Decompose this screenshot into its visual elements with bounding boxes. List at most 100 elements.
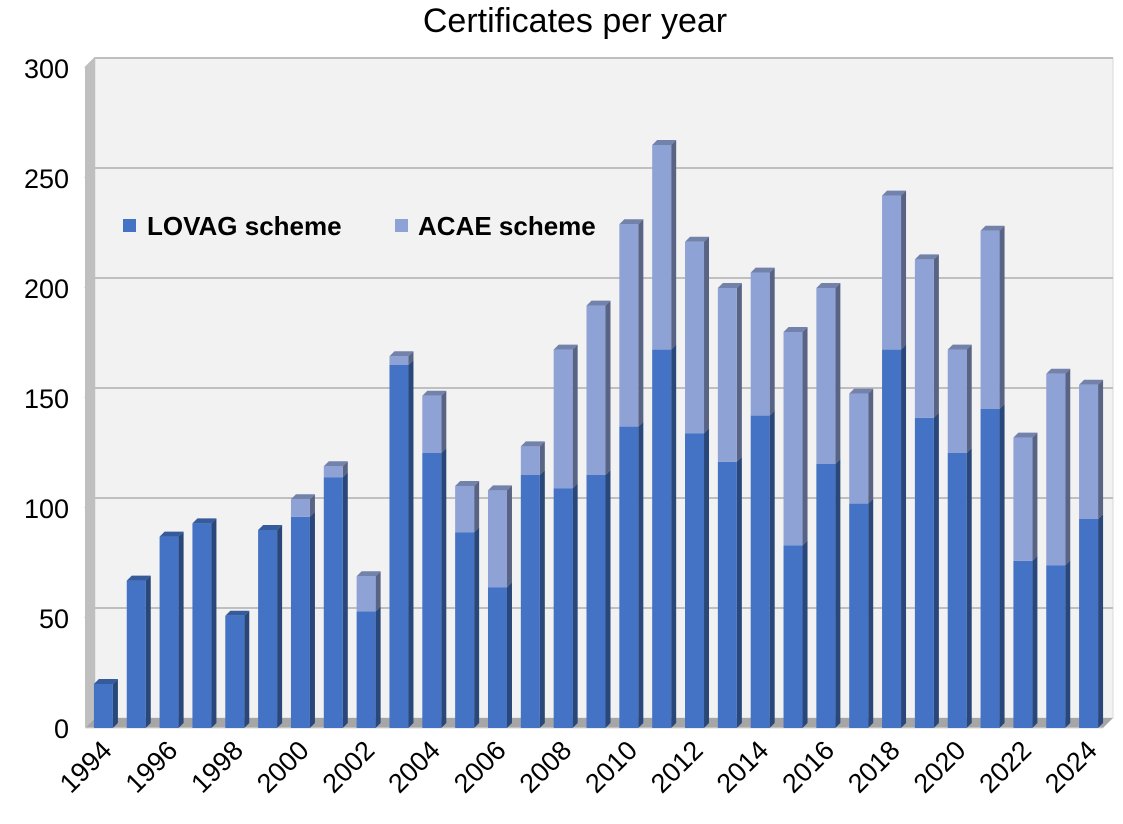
bar-top-2002 xyxy=(356,571,381,577)
bar-lovag-2007 xyxy=(520,475,540,728)
bar-lovag-1996 xyxy=(159,536,179,728)
bar-acae-2011 xyxy=(652,145,672,350)
bar-lovag-2004 xyxy=(422,453,442,728)
bar-acae-2024 xyxy=(1079,384,1099,519)
bar-side-acae-2013 xyxy=(736,283,742,462)
bar-side-lovag-2019 xyxy=(933,412,939,728)
bar-acae-2020 xyxy=(947,349,967,453)
bar-top-2012 xyxy=(685,236,710,242)
bar-acae-2010 xyxy=(619,224,639,427)
bar-side-acae-2022 xyxy=(1032,432,1038,561)
bar-side-acae-2002 xyxy=(375,571,381,612)
bar-lovag-1999 xyxy=(258,530,278,728)
y-tick-label: 200 xyxy=(24,274,69,304)
x-tick-label: 2008 xyxy=(514,735,578,799)
bar-acae-2017 xyxy=(849,393,869,504)
bar-acae-2005 xyxy=(455,486,475,533)
bar-lovag-2018 xyxy=(882,349,902,728)
bar-top-2020 xyxy=(947,344,972,350)
bar-lovag-2008 xyxy=(553,488,573,728)
bar-lovag-1994 xyxy=(93,684,113,728)
bar-side-acae-2012 xyxy=(704,236,710,434)
bar-side-acae-2014 xyxy=(769,267,775,416)
legend-swatch-acae xyxy=(395,219,408,232)
gridline xyxy=(84,167,1113,179)
bar-side-lovag-1994 xyxy=(112,679,118,728)
bar-side-acae-2020 xyxy=(966,344,972,453)
bar-top-2024 xyxy=(1079,379,1104,385)
bar-side-lovag-2023 xyxy=(1065,560,1071,728)
bar-side-lovag-2004 xyxy=(441,448,447,728)
bar-top-1996 xyxy=(159,531,184,537)
bar-acae-2003 xyxy=(389,356,409,365)
y-axis-ticks: 0 50 100 150 200 250 300 xyxy=(24,54,69,744)
bar-lovag-1998 xyxy=(225,615,245,728)
y-tick-label: 0 xyxy=(54,714,69,744)
bar-acae-2012 xyxy=(685,241,705,434)
bar-side-lovag-2020 xyxy=(966,448,972,728)
bar-lovag-2001 xyxy=(323,477,343,728)
bar-side-lovag-2024 xyxy=(1098,514,1104,728)
bars xyxy=(93,140,1104,728)
bar-side-lovag-2008 xyxy=(572,483,578,728)
bar-side-lovag-2013 xyxy=(736,456,742,728)
bar-lovag-2021 xyxy=(980,409,1000,728)
x-tick-label: 2024 xyxy=(1039,735,1103,799)
bar-lovag-1995 xyxy=(126,580,146,728)
bar-side-acae-2001 xyxy=(342,461,348,478)
bar-top-2018 xyxy=(882,190,907,196)
bar-top-2015 xyxy=(783,327,808,332)
bar-acae-2019 xyxy=(914,259,934,418)
bar-top-2013 xyxy=(717,283,742,288)
gridline xyxy=(84,57,1113,69)
bar-acae-2008 xyxy=(553,349,573,489)
bar-lovag-2005 xyxy=(455,532,475,728)
bar-top-2003 xyxy=(389,351,414,357)
bar-side-acae-2017 xyxy=(868,388,874,504)
x-tick-label: 2000 xyxy=(251,735,315,799)
bar-top-2021 xyxy=(980,225,1005,231)
bar-side-lovag-2003 xyxy=(408,360,414,728)
bar-lovag-2013 xyxy=(717,461,737,728)
bar-side-lovag-2011 xyxy=(671,344,677,728)
bar-top-2006 xyxy=(487,485,512,491)
bar-top-2017 xyxy=(849,388,874,394)
bar-acae-2016 xyxy=(816,288,836,464)
bar-top-1994 xyxy=(93,679,118,684)
bar-side-lovag-2018 xyxy=(901,344,907,728)
bar-lovag-2015 xyxy=(783,545,803,728)
bar-top-1998 xyxy=(225,610,250,616)
bar-side-lovag-2014 xyxy=(769,410,775,728)
x-tick-label: 2006 xyxy=(448,735,512,799)
bar-lovag-2009 xyxy=(586,475,606,728)
bar-side-acae-2016 xyxy=(835,283,841,464)
x-tick-label: 2018 xyxy=(842,735,906,799)
bar-top-2009 xyxy=(586,300,611,306)
bar-side-acae-2003 xyxy=(408,351,414,365)
legend-label-lovag: LOVAG scheme xyxy=(147,211,342,241)
bar-side-lovag-2001 xyxy=(342,472,348,728)
bar-acae-2022 xyxy=(1013,437,1033,561)
x-tick-label: 2022 xyxy=(973,735,1037,799)
bar-lovag-2012 xyxy=(685,433,705,728)
bar-top-1999 xyxy=(258,525,283,530)
bar-side-acae-2009 xyxy=(605,300,611,475)
bar-top-2005 xyxy=(455,481,480,486)
bar-acae-2002 xyxy=(356,576,376,612)
x-tick-label: 2014 xyxy=(711,735,775,799)
bar-side-acae-2023 xyxy=(1065,368,1071,566)
bar-side-acae-2005 xyxy=(474,481,480,533)
bar-lovag-2014 xyxy=(750,415,770,728)
y-tick-label: 100 xyxy=(24,494,69,524)
bar-side-acae-2024 xyxy=(1098,379,1104,519)
bar-side-acae-2011 xyxy=(671,140,677,350)
y-tick-label: 150 xyxy=(24,384,69,414)
bar-acae-2021 xyxy=(980,230,1000,409)
y-tick-label: 300 xyxy=(24,54,69,84)
bar-acae-2000 xyxy=(290,499,310,517)
x-axis-ticks: 1994 1996 1998 2000 2002 2004 2006 2008 2010 2012… xyxy=(54,735,1103,799)
bar-top-2023 xyxy=(1046,368,1071,374)
bar-side-lovag-2009 xyxy=(605,470,611,728)
bar-top-2014 xyxy=(750,267,775,273)
